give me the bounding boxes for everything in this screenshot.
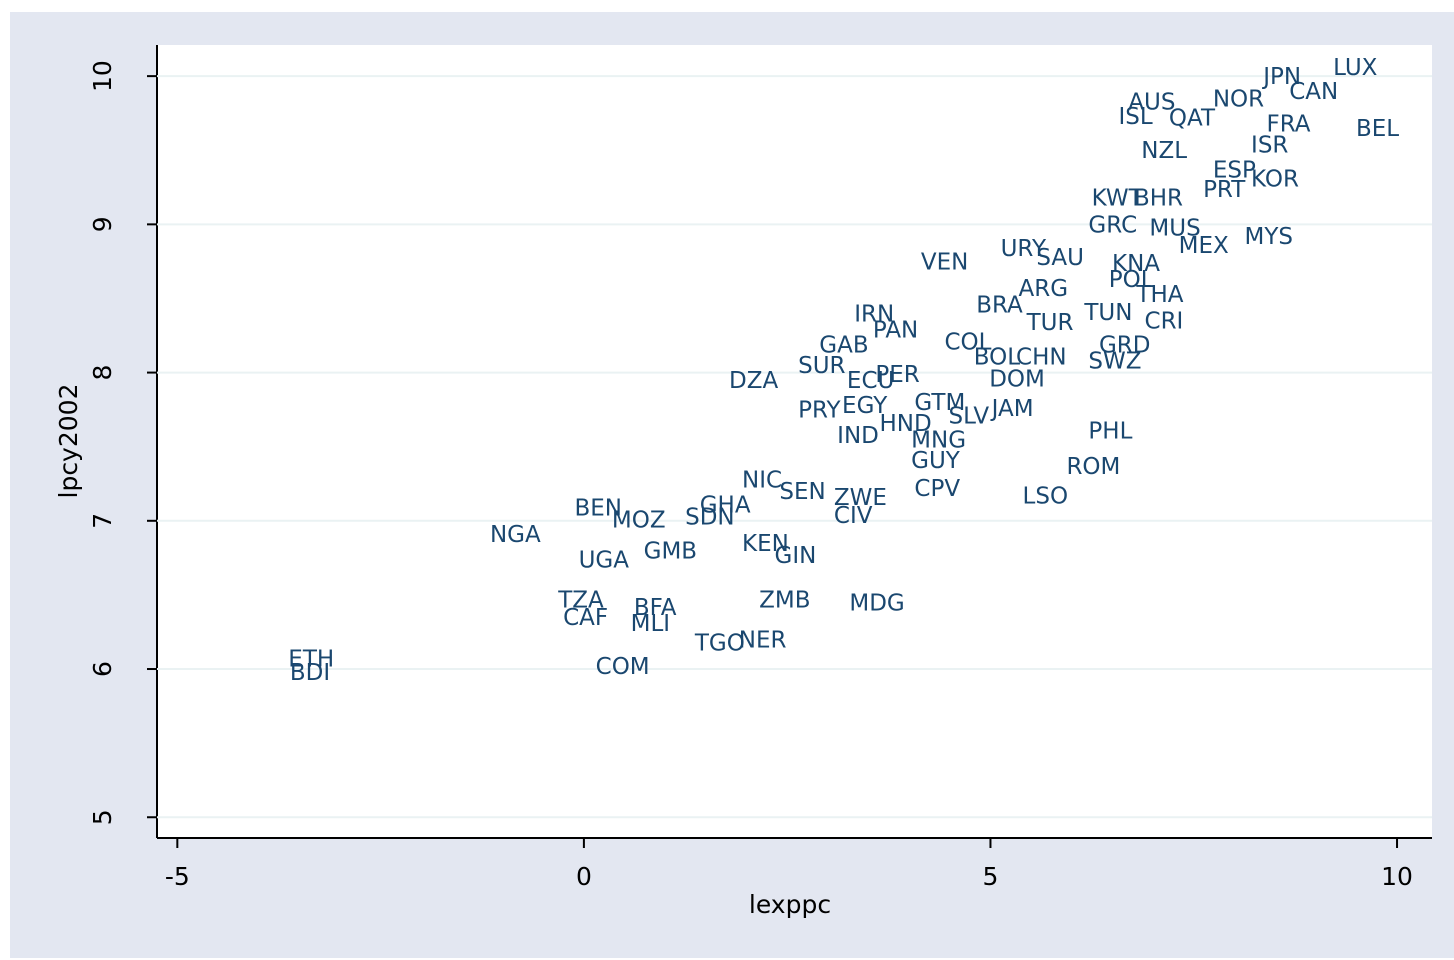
x-tick-label: 0 <box>576 862 592 891</box>
point-label: ZWE <box>834 485 887 511</box>
point-label: BOL <box>974 344 1020 370</box>
point-label: PHL <box>1088 418 1132 444</box>
point-label: SDN <box>685 504 735 530</box>
y-tick-label: 9 <box>88 216 117 232</box>
point-label: TGO <box>694 630 745 656</box>
point-label: JAM <box>990 396 1034 422</box>
point-label: CAN <box>1289 79 1338 105</box>
point-label: MDG <box>849 590 904 616</box>
point-label: GRC <box>1088 212 1137 238</box>
point-label: ETH <box>288 647 334 673</box>
point-label: DZA <box>729 368 778 394</box>
point-label: SUR <box>798 353 845 379</box>
point-label: BHR <box>1134 186 1183 212</box>
point-label: FRA <box>1266 112 1310 138</box>
point-label: MUS <box>1149 215 1200 241</box>
point-label: NOR <box>1213 86 1264 112</box>
point-label: COM <box>596 654 650 680</box>
point-label: GAB <box>819 332 868 358</box>
point-label: ISL <box>1119 104 1153 130</box>
point-label: LUX <box>1333 55 1378 81</box>
point-label: PRT <box>1203 177 1246 203</box>
point-label: NER <box>739 627 787 653</box>
point-label: NIC <box>742 467 782 493</box>
point-label: KOR <box>1251 166 1299 192</box>
x-tick-label: -5 <box>165 862 190 891</box>
point-label: VEN <box>921 249 968 275</box>
point-label: GIN <box>775 543 817 569</box>
point-label: ZMB <box>759 587 810 613</box>
point-label: BFA <box>634 595 677 621</box>
x-tick-label: 5 <box>983 862 999 891</box>
x-axis-title: lexppc <box>749 890 831 919</box>
point-label: GUY <box>911 448 961 474</box>
point-label: UGA <box>579 547 630 573</box>
point-label: PAN <box>873 318 918 344</box>
point-label: THA <box>1135 282 1183 308</box>
y-tick-label: 7 <box>88 513 117 529</box>
point-label: CHN <box>1016 344 1067 370</box>
point-label: KWT <box>1092 186 1144 212</box>
y-tick-label: 6 <box>88 661 117 677</box>
point-label: PRY <box>798 398 841 424</box>
point-label: IRN <box>854 301 894 327</box>
point-label: ARG <box>1018 276 1068 302</box>
point-label: CRI <box>1145 309 1184 335</box>
y-tick-label: 8 <box>88 365 117 381</box>
point-label: GRD <box>1099 332 1151 358</box>
point-label: DOM <box>989 366 1045 392</box>
point-label: BRA <box>976 292 1023 318</box>
point-label: POL <box>1109 267 1154 293</box>
y-tick-label: 5 <box>88 809 117 825</box>
point-label: TUN <box>1083 300 1132 326</box>
point-label: SEN <box>779 479 825 505</box>
point-label: KNA <box>1112 251 1160 277</box>
point-label: TZA <box>557 587 604 613</box>
point-label: CPV <box>914 476 960 502</box>
point-label: MYS <box>1245 224 1294 250</box>
point-label: SWZ <box>1088 349 1141 375</box>
point-label: SAU <box>1036 245 1084 271</box>
point-label: CAF <box>563 605 608 631</box>
point-label: URY <box>1001 236 1047 262</box>
point-label: BEN <box>575 495 623 521</box>
point-label: GHA <box>700 492 751 518</box>
point-label: ISR <box>1251 132 1288 158</box>
y-axis-title: lpcy2002 <box>54 384 83 499</box>
point-label: ESP <box>1213 157 1256 183</box>
point-label: HND <box>879 411 931 437</box>
point-label: IND <box>837 423 879 449</box>
point-label: BEL <box>1356 116 1399 142</box>
point-label: BDI <box>290 660 330 686</box>
point-label: MEX <box>1179 233 1229 259</box>
point-label: KEN <box>742 531 789 557</box>
point-label: EGY <box>842 393 888 419</box>
point-label: COL <box>944 329 991 355</box>
point-label: NZL <box>1141 138 1187 164</box>
point-label: JPN <box>1261 64 1301 90</box>
point-label: TUR <box>1026 310 1074 336</box>
y-tick-label: 10 <box>88 60 117 92</box>
point-label: ROM <box>1066 454 1120 480</box>
point-label: MLI <box>631 611 670 637</box>
point-label: CIV <box>834 503 873 529</box>
point-label: MOZ <box>612 507 666 533</box>
point-label: PER <box>875 362 919 388</box>
point-label: MNG <box>911 427 966 453</box>
plot-area <box>157 45 1432 838</box>
point-label: GMB <box>644 538 697 564</box>
point-label: ECU <box>847 368 894 394</box>
point-label: GTM <box>914 390 965 416</box>
point-label: LSO <box>1023 484 1069 510</box>
x-tick-label: 10 <box>1381 862 1413 891</box>
point-label: AUS <box>1128 89 1175 115</box>
point-label: SLV <box>949 404 990 430</box>
point-label: NGA <box>490 522 541 548</box>
point-label: QAT <box>1169 106 1216 132</box>
